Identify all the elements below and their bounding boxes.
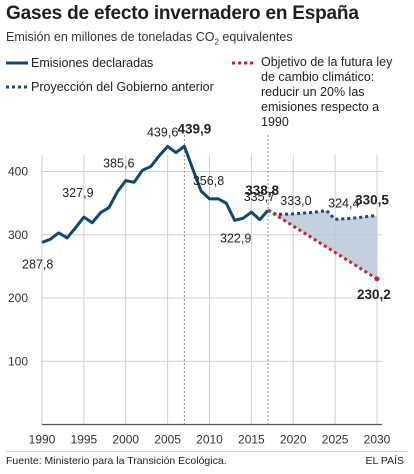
legend-label-declared: Emisiones declaradas	[31, 56, 154, 70]
x-tick-label: 2000	[112, 433, 139, 447]
chart-title: Gases de efecto invernadero en España	[6, 3, 359, 24]
data-label: 335,7	[244, 190, 275, 204]
footer-divider	[6, 451, 408, 452]
data-label: 338,8	[245, 183, 279, 198]
x-tick-label: 2005	[154, 433, 181, 447]
legend-swatch-declared	[6, 61, 28, 65]
y-tick-label: 400	[8, 165, 28, 179]
series-layer	[41, 144, 380, 282]
axis-layer: 100 200 300 400 1990 1995 2000 2005 2010 2015 2020…	[8, 165, 391, 447]
data-label: 439,9	[177, 121, 211, 136]
legend-label-projection: Proyección del Gobierno anterior	[31, 80, 214, 94]
x-tick-label: 1990	[29, 433, 56, 447]
data-label: 385,6	[103, 157, 134, 171]
series-line-declared	[41, 144, 270, 244]
x-tick-label: 2030	[364, 433, 391, 447]
data-label: 230,2	[357, 287, 391, 302]
x-tick-label: 2025	[322, 433, 349, 447]
legend-swatch-projection	[6, 85, 28, 89]
data-label: 439,6	[147, 125, 178, 139]
legend-label-objective: Objetivo de la futura ley de cambio clim…	[261, 55, 393, 129]
y-tick-label: 200	[8, 291, 28, 305]
subtitle-main: Emisión en millones de toneladas CO	[6, 30, 215, 44]
data-label: 327,9	[62, 186, 93, 200]
footer-brand: EL PAÍS	[365, 455, 404, 467]
x-tick-label: 2020	[280, 433, 307, 447]
data-label: 322,9	[220, 231, 251, 245]
x-tick-label: 1995	[71, 433, 98, 447]
area-layer	[268, 210, 377, 279]
x-tick-label: 2010	[196, 433, 223, 447]
label-layer: 287,8 327,9 385,6 439,6 439,9 356,8 322,9 335,7…	[22, 121, 391, 302]
data-label: 324,4	[328, 196, 359, 210]
footer-source: Fuente: Ministerio para la Transición Ec…	[6, 455, 227, 467]
subtitle-tail: equivalentes	[218, 30, 293, 44]
series-line-projection	[267, 208, 378, 221]
legend-swatch-objective	[232, 61, 256, 65]
data-label: 287,8	[22, 257, 53, 271]
chart-subtitle: Emisión en millones de toneladas CO2 equ…	[6, 30, 293, 47]
subtitle-subscript: 2	[214, 37, 219, 47]
y-tick-label: 300	[8, 228, 28, 242]
reduction-gap-area	[268, 210, 377, 279]
x-tick-label: 2015	[238, 433, 265, 447]
data-label: 333,0	[280, 194, 311, 208]
y-tick-label: 100	[8, 354, 28, 368]
objective-end-point	[374, 276, 380, 282]
data-label: 356,8	[193, 174, 224, 188]
data-label: 330,5	[355, 192, 389, 207]
